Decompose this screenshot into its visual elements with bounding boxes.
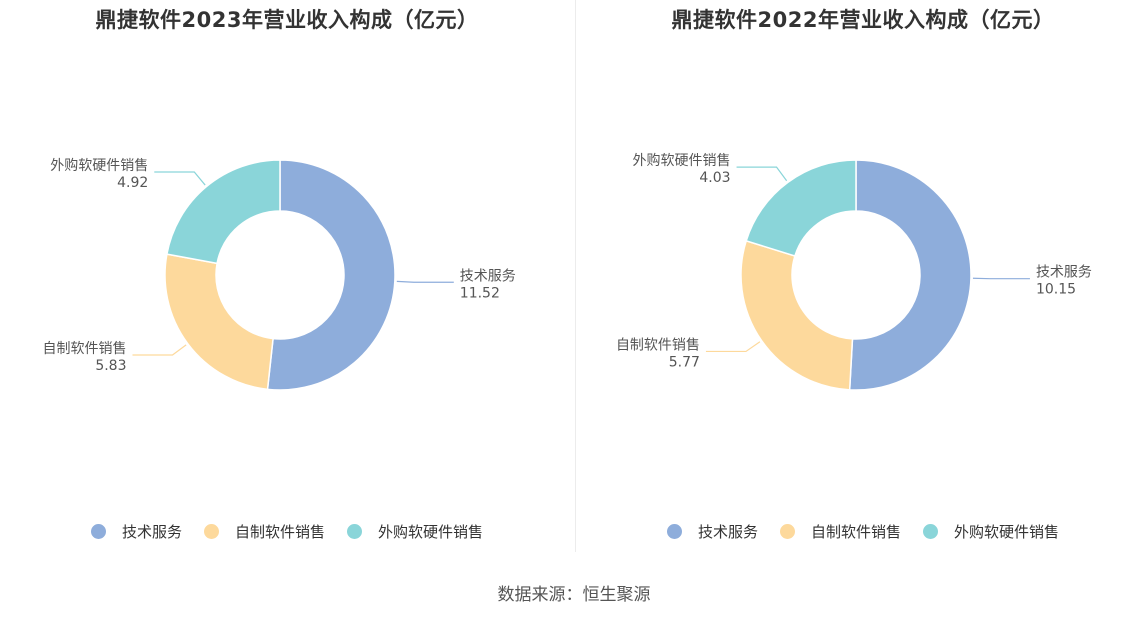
legend-marker — [347, 524, 362, 539]
leader-line — [705, 341, 761, 353]
chart-title: 鼎捷软件2023年营业收入构成（亿元） — [95, 8, 479, 32]
slice-value-label: 10.15 — [1036, 282, 1076, 298]
donut-slice — [164, 253, 274, 391]
slice-value-label: 4.03 — [699, 170, 730, 186]
slice-value-label: 5.77 — [669, 354, 700, 370]
chart-panel-2023: 鼎捷软件2023年营业收入构成（亿元） 技术服务 11.52 自制软件销售 5.83 外… — [0, 0, 574, 560]
legend-item-tech-service[interactable]: 技术服务 — [666, 521, 758, 542]
legend-label: 外购软硬件销售 — [954, 523, 1060, 541]
data-source-note: 数据来源：恒生聚源 — [497, 585, 651, 605]
slice-label: 外购软硬件销售 — [633, 153, 731, 169]
slice-value-label: 4.92 — [117, 175, 148, 191]
legend-marker — [666, 524, 682, 539]
leader-line — [736, 166, 788, 182]
legend-item-own-software[interactable]: 自制软件销售 — [779, 521, 901, 542]
donut-slice — [740, 239, 854, 391]
leader-line — [396, 280, 454, 283]
donut-slice — [166, 159, 281, 265]
legend-item-outsourced-hw-sw[interactable]: 外购软硬件销售 — [347, 521, 483, 542]
legend-label: 技术服务 — [121, 523, 182, 541]
legend-item-own-software[interactable]: 自制软件销售 — [203, 521, 325, 542]
legend-label: 自制软件销售 — [810, 523, 901, 541]
donut-slice — [745, 159, 857, 257]
slice-value-label: 5.83 — [95, 358, 126, 374]
slice-value-label: 11.52 — [460, 285, 500, 301]
legend-marker — [203, 524, 219, 539]
chart-title: 鼎捷软件2022年营业收入构成（亿元） — [671, 8, 1055, 32]
slice-label: 外购软硬件销售 — [50, 158, 148, 174]
chart-panel-2022: 鼎捷软件2022年营业收入构成（亿元） 技术服务 10.15 自制软件销售 5.77 外… — [576, 0, 1148, 560]
slice-label: 技术服务 — [460, 268, 516, 284]
slice-label: 自制软件销售 — [42, 341, 126, 357]
leader-line — [132, 344, 187, 356]
slice-label: 自制软件销售 — [616, 337, 700, 353]
donut-slice — [848, 159, 972, 391]
legend-marker — [923, 524, 938, 539]
leader-line — [154, 171, 206, 186]
donut-slice — [266, 159, 396, 391]
slice-label: 技术服务 — [1036, 265, 1092, 281]
legend-label: 技术服务 — [697, 523, 758, 541]
legend-label: 外购软硬件销售 — [378, 523, 484, 541]
legend-marker — [90, 524, 106, 539]
panel-divider — [575, 0, 576, 552]
legend-item-tech-service[interactable]: 技术服务 — [90, 521, 182, 542]
legend-marker — [779, 524, 795, 539]
legend-item-outsourced-hw-sw[interactable]: 外购软硬件销售 — [923, 521, 1059, 542]
chart-legend: 技术服务 自制软件销售 外购软硬件销售 — [576, 521, 1148, 542]
legend-label: 自制软件销售 — [234, 523, 325, 541]
chart-legend: 技术服务 自制软件销售 外购软硬件销售 — [0, 521, 574, 542]
